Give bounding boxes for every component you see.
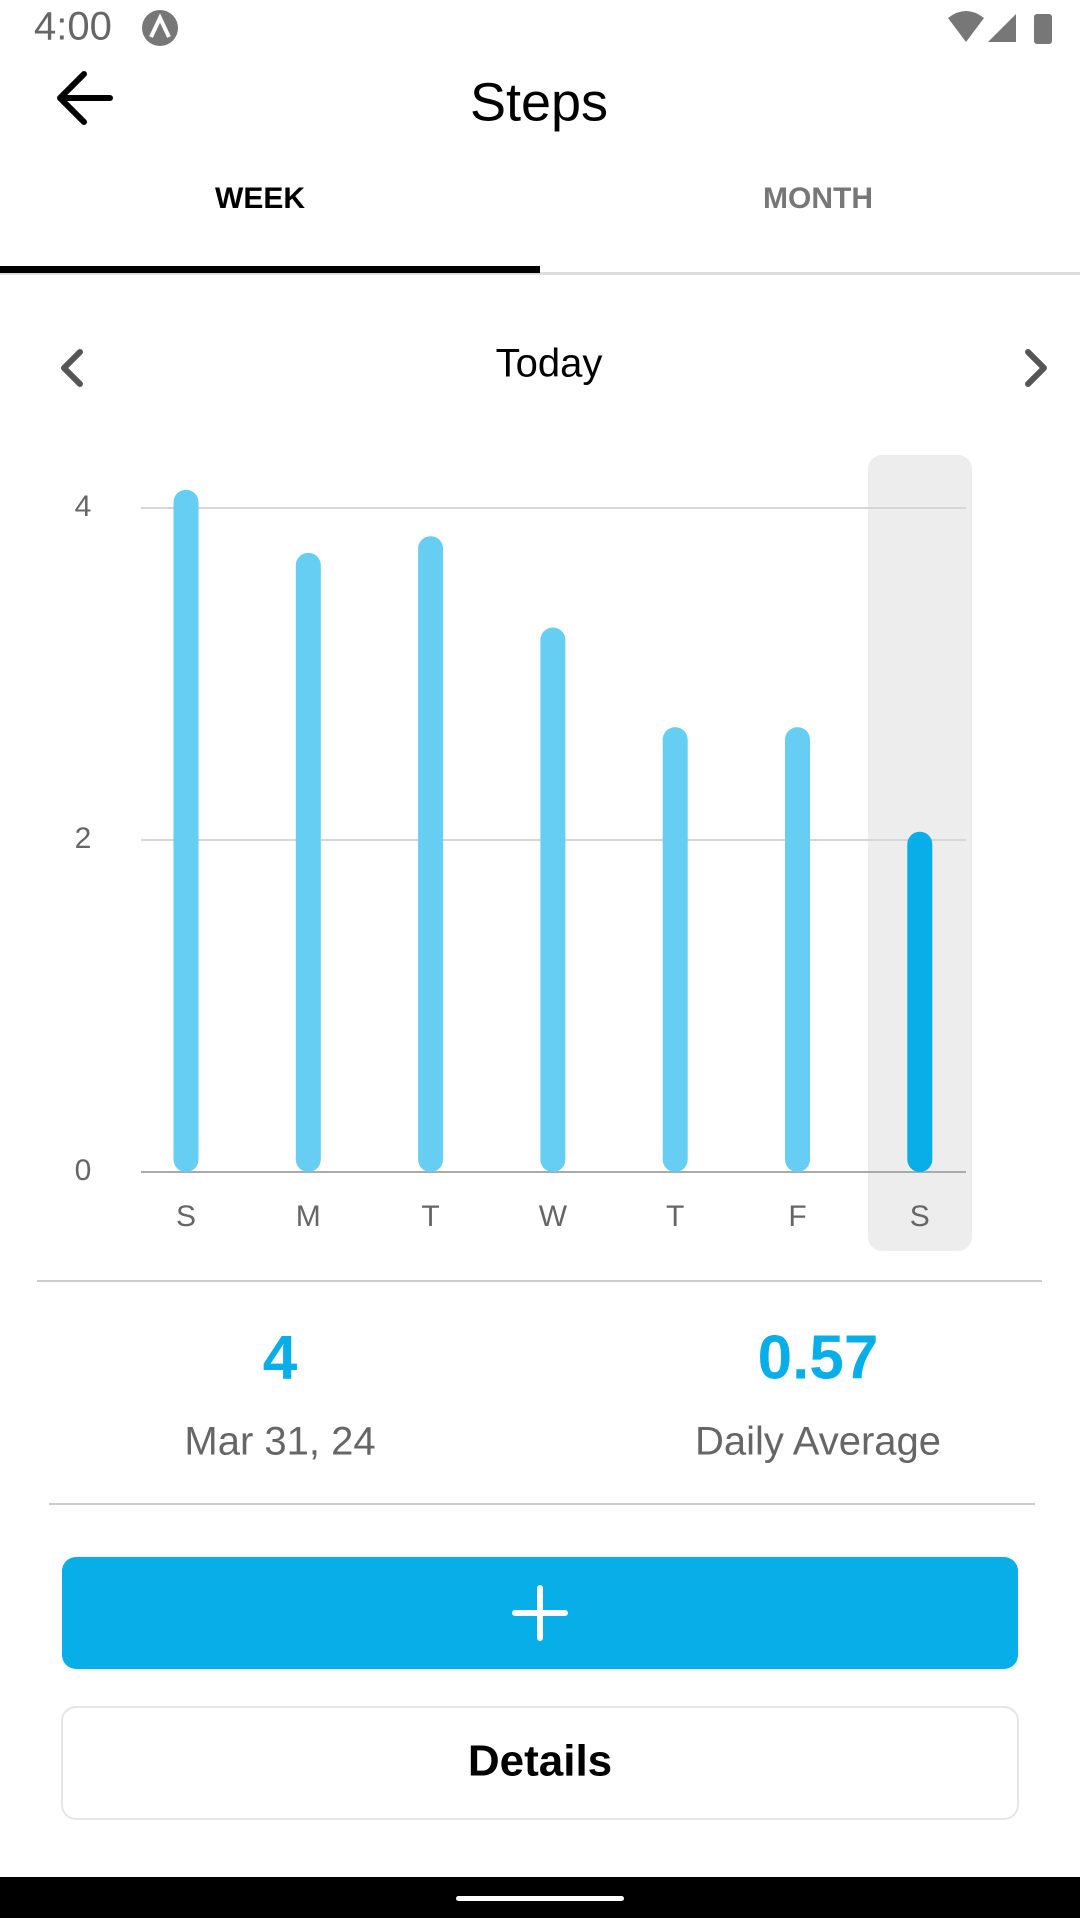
bar: [785, 727, 810, 1172]
x-tick-label: S: [176, 1200, 196, 1233]
divider: [49, 1503, 1035, 1505]
x-tick-label: W: [539, 1200, 568, 1233]
period-label: Today: [496, 342, 603, 386]
add-icon: [512, 1585, 568, 1641]
bar: [418, 536, 444, 1172]
stat-label: Daily Average: [695, 1420, 941, 1464]
title: Steps: [470, 72, 608, 132]
y-tick-label: 4: [75, 490, 92, 523]
x-tick-label: T: [421, 1200, 439, 1233]
details-label: Details: [468, 1737, 612, 1786]
divider: [37, 1280, 1042, 1282]
stat-value: 4: [263, 1323, 298, 1392]
tab-week[interactable]: WEEK: [215, 182, 305, 215]
wifi-icon: [948, 11, 984, 42]
details-button[interactable]: [61, 1706, 1019, 1820]
next-button[interactable]: [1025, 349, 1047, 387]
x-tick-label: S: [910, 1200, 930, 1233]
stat-label: Mar 31, 24: [184, 1420, 375, 1464]
x-tick-label: F: [788, 1200, 806, 1233]
battery-icon: [1034, 14, 1052, 44]
status-icon-glyph: [149, 13, 171, 38]
chart: 0 2 4 S M T W T F S: [75, 455, 972, 1251]
home-indicator[interactable]: [456, 1896, 624, 1901]
bar: [662, 727, 688, 1172]
stat-value: 0.57: [758, 1323, 879, 1392]
bar: [540, 627, 566, 1172]
y-tick-label: 2: [75, 822, 92, 855]
bar: [173, 489, 199, 1172]
tab-month[interactable]: MONTH: [763, 182, 873, 215]
back-button[interactable]: [57, 71, 113, 125]
bar: [907, 831, 933, 1172]
tab-indicator: [0, 266, 540, 273]
signal-icon: [988, 14, 1016, 42]
x-tick-label: T: [666, 1200, 684, 1233]
tab-divider: [0, 272, 1080, 275]
y-tick-label: 0: [75, 1154, 92, 1187]
prev-button[interactable]: [61, 349, 83, 387]
status-time: 4:00: [34, 5, 112, 49]
bar: [295, 552, 321, 1172]
x-tick-label: M: [296, 1200, 321, 1233]
